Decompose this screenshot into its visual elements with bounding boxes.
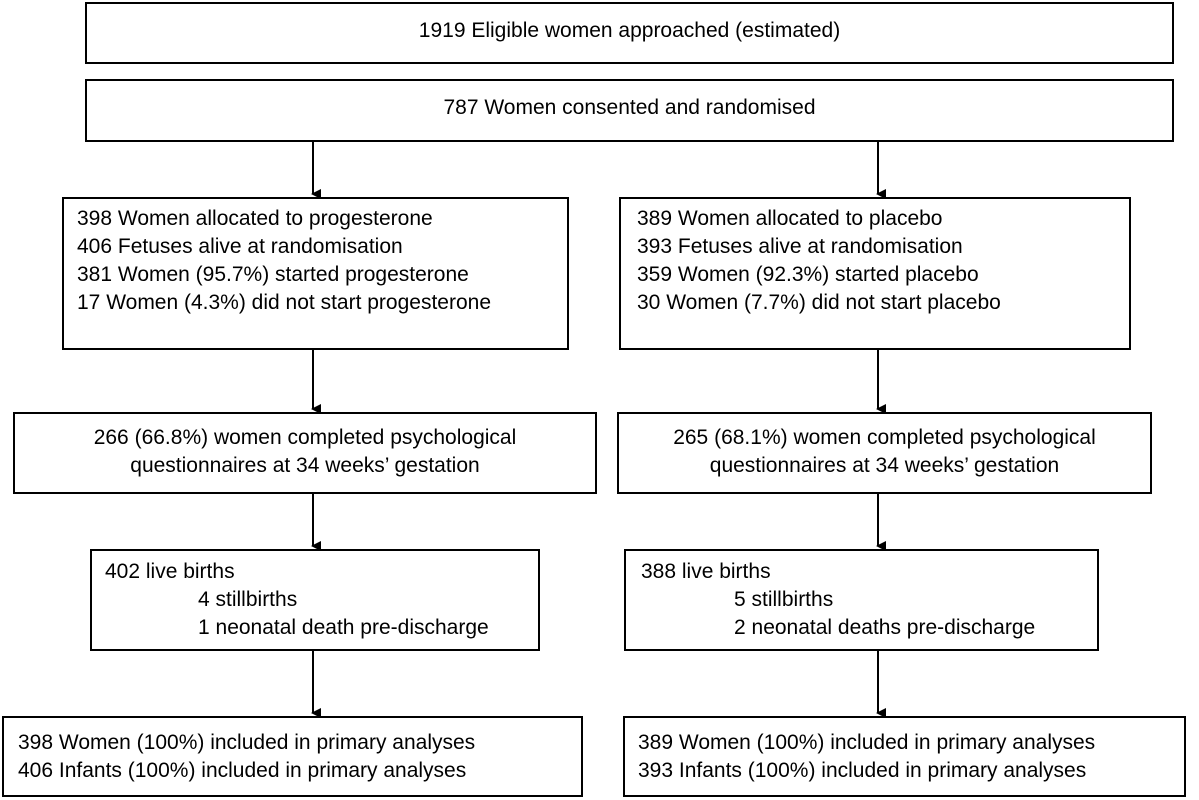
placebo-allocation-line: 389 Women allocated to placebo (637, 207, 943, 230)
eligible-women-text: 1919 Eligible women approached (estimate… (418, 19, 841, 42)
consented-randomised-text: 787 Women consented and randomised (443, 96, 816, 119)
placebo-analysis-box: 389 Women (100%) included in primary ana… (623, 716, 1186, 797)
progesterone-allocation-line: 381 Women (95.7%) started progesterone (77, 263, 469, 286)
progesterone-allocation-line: 398 Women allocated to progesterone (77, 207, 433, 230)
placebo-questionnaires-line: questionnaires at 34 weeks’ gestation (709, 454, 1060, 477)
placebo-analysis-line: 393 Infants (100%) included in primary a… (638, 759, 1087, 782)
eligible-women-box: 1919 Eligible women approached (estimate… (85, 2, 1174, 64)
placebo-live-births: 388 live births (641, 560, 771, 583)
placebo-questionnaires-box: 265 (68.1%) women completed psychologica… (617, 412, 1152, 494)
progesterone-questionnaires-line: 266 (66.8%) women completed psychologica… (93, 426, 517, 449)
placebo-births-box: 388 live births 5 stillbirths 2 neonatal… (624, 549, 1099, 651)
placebo-allocation-line: 359 Women (92.3%) started placebo (637, 263, 979, 286)
consented-randomised-box: 787 Women consented and randomised (85, 79, 1174, 142)
placebo-neonatal-deaths: 2 neonatal deaths pre-discharge (734, 616, 1036, 639)
progesterone-analysis-box: 398 Women (100%) included in primary ana… (2, 716, 583, 797)
progesterone-stillbirths: 4 stillbirths (198, 588, 298, 611)
progesterone-allocation-line: 17 Women (4.3%) did not start progestero… (77, 291, 492, 314)
progesterone-allocation-box: 398 Women allocated to progesterone 406 … (62, 197, 569, 350)
progesterone-live-births: 402 live births (105, 560, 235, 583)
progesterone-analysis-line: 398 Women (100%) included in primary ana… (18, 731, 476, 754)
progesterone-questionnaires-box: 266 (66.8%) women completed psychologica… (13, 412, 597, 494)
placebo-questionnaires-line: 265 (68.1%) women completed psychologica… (673, 426, 1096, 449)
placebo-allocation-line: 30 Women (7.7%) did not start placebo (637, 291, 1001, 314)
placebo-allocation-line: 393 Fetuses alive at randomisation (637, 235, 963, 258)
placebo-analysis-line: 389 Women (100%) included in primary ana… (638, 731, 1096, 754)
progesterone-analysis-line: 406 Infants (100%) included in primary a… (18, 759, 467, 782)
progesterone-questionnaires-line: questionnaires at 34 weeks’ gestation (130, 454, 480, 477)
progesterone-allocation-line: 406 Fetuses alive at randomisation (77, 235, 403, 258)
placebo-stillbirths: 5 stillbirths (734, 588, 834, 611)
placebo-allocation-box: 389 Women allocated to placebo 393 Fetus… (619, 197, 1131, 350)
progesterone-neonatal-deaths: 1 neonatal death pre-discharge (198, 616, 489, 639)
progesterone-births-box: 402 live births 4 stillbirths 1 neonatal… (90, 549, 540, 651)
